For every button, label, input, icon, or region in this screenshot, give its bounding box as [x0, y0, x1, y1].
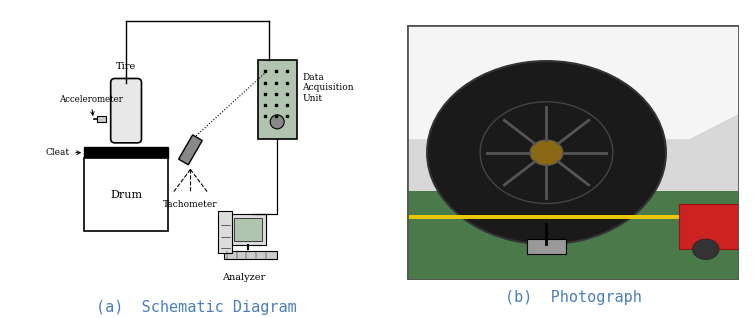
Text: (a)  Schematic Diagram: (a) Schematic Diagram — [96, 300, 296, 315]
Text: Cleat: Cleat — [46, 148, 80, 157]
Bar — [234, 218, 262, 241]
Circle shape — [270, 115, 284, 129]
FancyBboxPatch shape — [111, 79, 142, 143]
Bar — [97, 116, 106, 122]
Bar — [526, 239, 566, 254]
Circle shape — [692, 239, 719, 259]
Bar — [679, 204, 739, 249]
Bar — [224, 251, 277, 259]
Text: (b)  Photograph: (b) Photograph — [504, 290, 642, 305]
Bar — [407, 191, 739, 280]
Text: Drum: Drum — [110, 190, 143, 200]
Bar — [258, 60, 297, 139]
Text: Tire: Tire — [116, 62, 136, 72]
Bar — [84, 158, 168, 231]
Bar — [219, 211, 232, 253]
Text: Tachometer: Tachometer — [163, 200, 218, 209]
Text: Data
Acquisition
Unit: Data Acquisition Unit — [302, 73, 354, 103]
Polygon shape — [407, 25, 739, 140]
Bar — [407, 25, 739, 191]
Circle shape — [530, 140, 563, 165]
Circle shape — [480, 102, 613, 204]
Bar — [230, 214, 266, 245]
Polygon shape — [179, 135, 202, 165]
Bar — [407, 215, 739, 219]
Circle shape — [427, 61, 666, 244]
Text: Analyzer: Analyzer — [222, 273, 265, 282]
Bar — [84, 147, 168, 158]
Text: Accelerometer: Accelerometer — [59, 95, 123, 115]
